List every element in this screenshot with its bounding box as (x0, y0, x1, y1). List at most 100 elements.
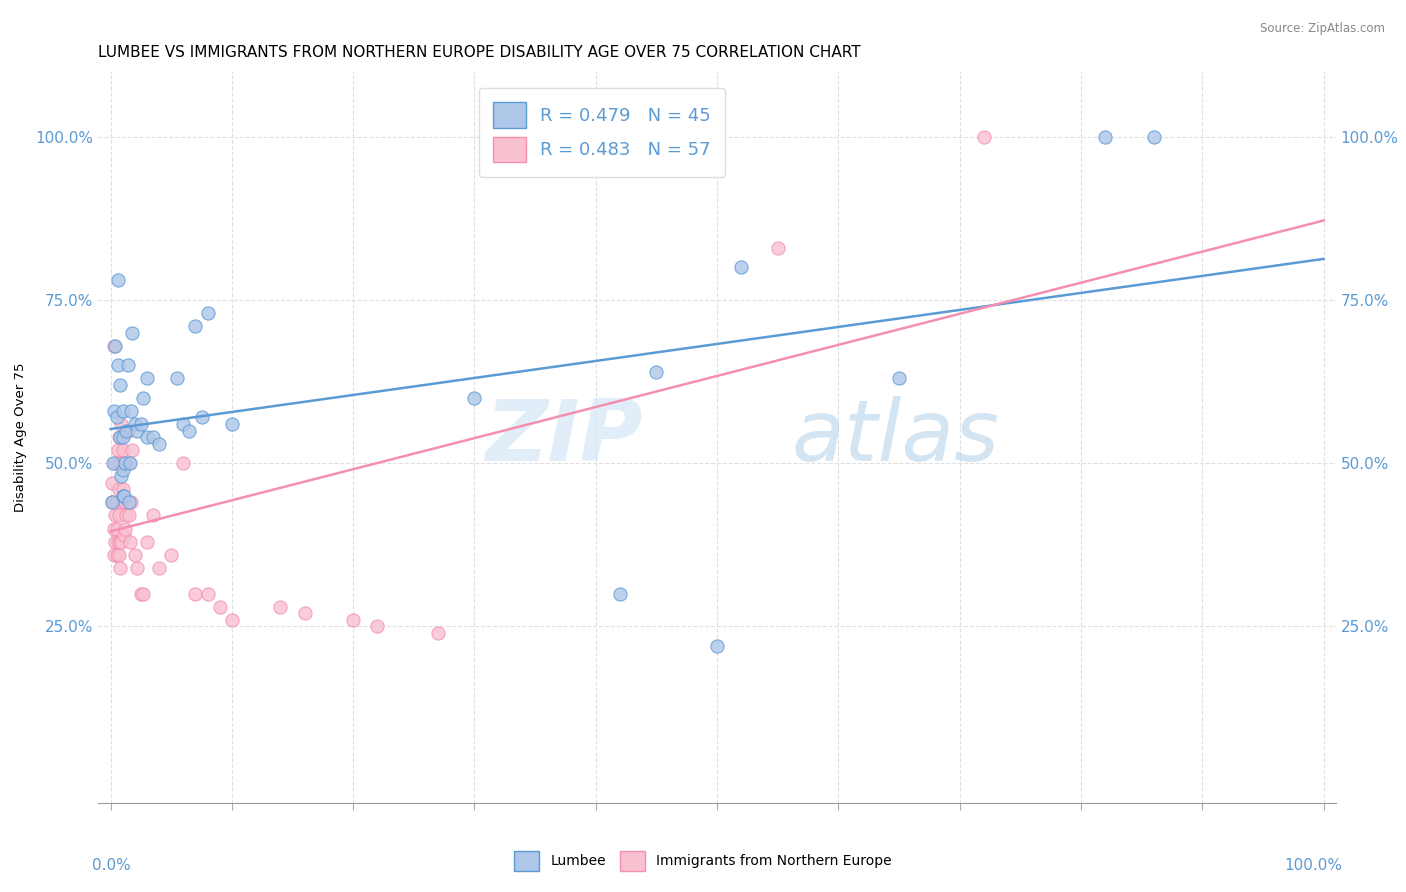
Point (111, 483, 134, 497)
Point (118, 508, 141, 523)
Point (118, 534, 141, 549)
Point (107, 273, 129, 287)
Point (120, 404, 142, 418)
Point (609, 587, 631, 601)
Point (124, 417, 146, 431)
Point (112, 456, 135, 470)
Y-axis label: Disability Age Over 75: Disability Age Over 75 (14, 362, 27, 512)
Text: Source: ZipAtlas.com: Source: ZipAtlas.com (1260, 22, 1385, 36)
Point (110, 534, 132, 549)
Point (110, 430, 132, 444)
Point (172, 417, 194, 431)
Point (148, 560, 170, 574)
Point (463, 391, 485, 405)
Point (221, 613, 243, 627)
Point (136, 430, 159, 444)
Point (294, 607, 316, 621)
Point (730, 260, 752, 275)
Point (121, 443, 143, 458)
Point (129, 587, 152, 601)
Text: 0.0%: 0.0% (93, 858, 131, 872)
Point (129, 417, 152, 431)
Point (221, 417, 243, 431)
Point (136, 534, 159, 549)
Point (110, 560, 132, 574)
Point (105, 521, 128, 535)
Legend: Lumbee, Immigrants from Northern Europe: Lumbee, Immigrants from Northern Europe (509, 846, 897, 876)
Point (101, 456, 124, 470)
Point (108, 508, 131, 523)
Point (645, 365, 668, 379)
Point (111, 463, 134, 477)
Point (100, 475, 122, 490)
Point (160, 548, 183, 562)
Point (111, 495, 134, 509)
Point (110, 456, 132, 470)
Point (105, 495, 128, 509)
Point (269, 599, 291, 614)
Point (120, 495, 142, 509)
Legend: R = 0.479   N = 45, R = 0.483   N = 57: R = 0.479 N = 45, R = 0.483 N = 57 (478, 87, 725, 177)
Point (197, 306, 219, 320)
Point (114, 495, 136, 509)
Point (103, 404, 125, 418)
Point (166, 371, 188, 385)
Point (118, 456, 141, 470)
Point (104, 339, 127, 353)
Point (184, 587, 207, 601)
Point (104, 508, 127, 523)
Point (142, 430, 165, 444)
Point (111, 489, 134, 503)
Point (973, 129, 995, 144)
Point (107, 358, 129, 372)
Point (124, 548, 146, 562)
Point (136, 371, 159, 385)
Point (101, 495, 124, 509)
Point (111, 430, 134, 444)
Point (148, 436, 170, 450)
Text: LUMBEE VS IMMIGRANTS FROM NORTHERN EUROPE DISABILITY AGE OVER 75 CORRELATION CHA: LUMBEE VS IMMIGRANTS FROM NORTHERN EUROP… (98, 45, 860, 61)
Point (110, 534, 132, 549)
Point (118, 456, 141, 470)
Point (108, 430, 131, 444)
Point (184, 319, 207, 334)
Point (112, 528, 135, 542)
Point (887, 371, 910, 385)
Point (114, 521, 136, 535)
Point (103, 339, 125, 353)
Point (366, 619, 388, 633)
Point (427, 626, 450, 640)
Point (179, 424, 201, 438)
Point (103, 548, 125, 562)
Point (111, 443, 134, 458)
Point (108, 548, 131, 562)
Point (100, 495, 122, 509)
Point (1094, 129, 1116, 144)
Point (127, 424, 149, 438)
Point (112, 489, 135, 503)
Point (110, 377, 132, 392)
Point (105, 548, 128, 562)
Point (111, 404, 134, 418)
Point (107, 534, 129, 549)
Point (104, 456, 127, 470)
Point (197, 587, 219, 601)
Point (117, 358, 139, 372)
Point (110, 469, 132, 483)
Text: atlas: atlas (792, 395, 1000, 479)
Point (132, 391, 155, 405)
Point (103, 521, 125, 535)
Point (142, 508, 165, 523)
Point (115, 424, 138, 438)
Point (118, 495, 141, 509)
Point (121, 326, 143, 340)
Point (100, 495, 122, 509)
Point (114, 456, 136, 470)
Point (190, 410, 212, 425)
Point (108, 483, 131, 497)
Text: ZIP: ZIP (485, 395, 643, 479)
Point (110, 417, 132, 431)
Point (706, 639, 728, 653)
Point (115, 508, 138, 523)
Point (127, 560, 149, 574)
